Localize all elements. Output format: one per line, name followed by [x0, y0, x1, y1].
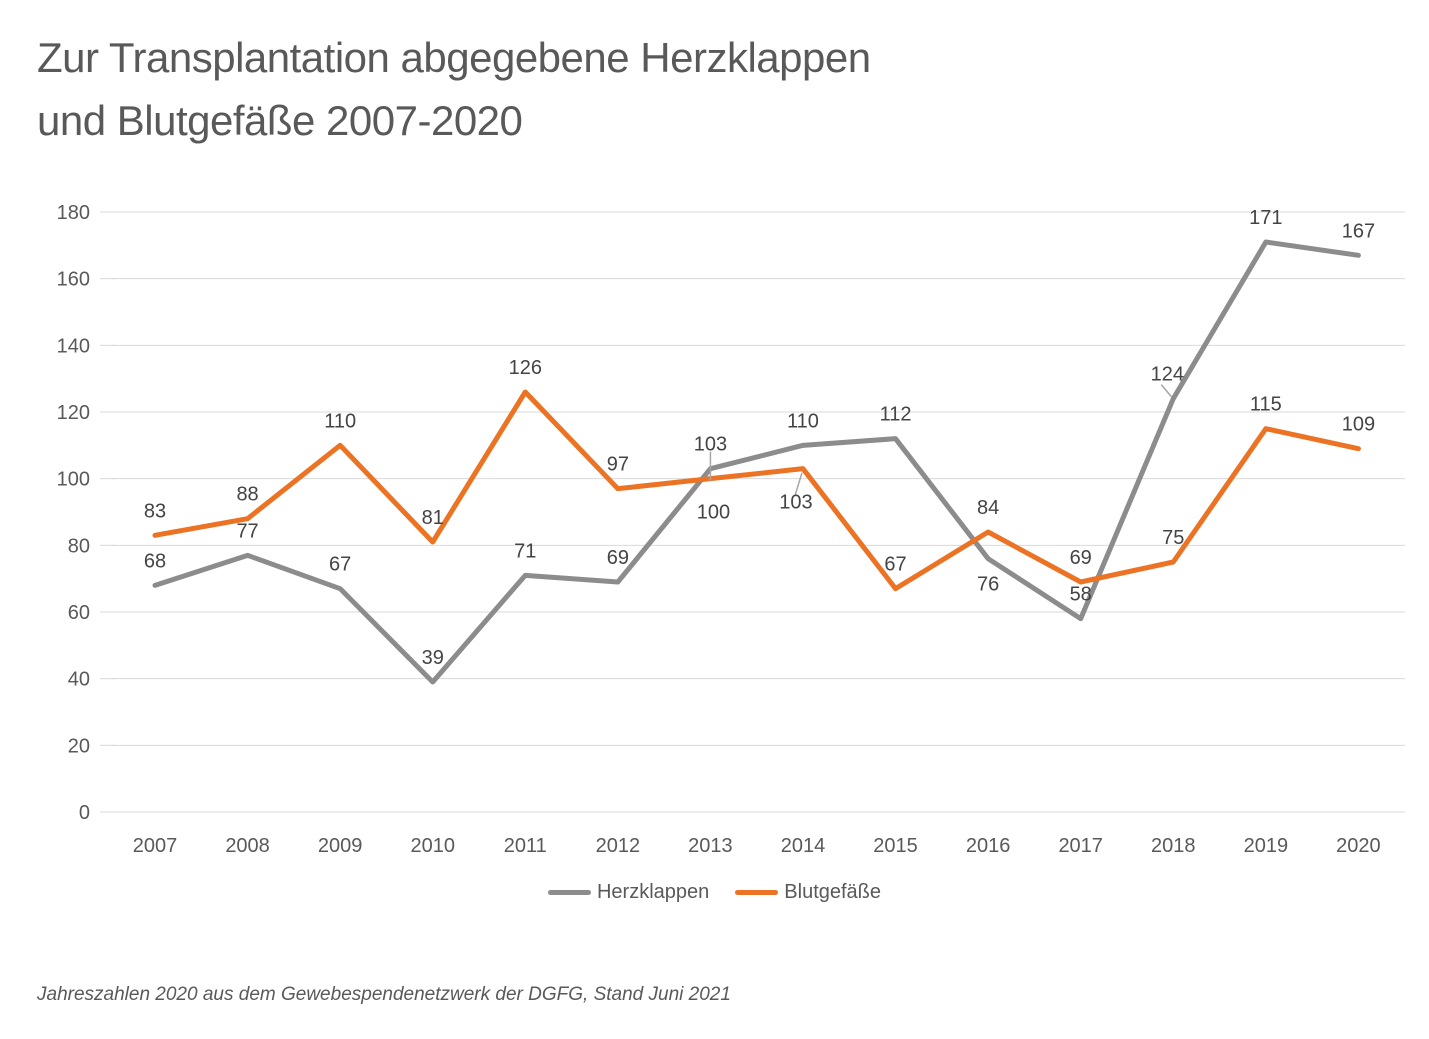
x-axis-label: 2009	[318, 835, 363, 857]
data-label: 75	[1162, 527, 1184, 549]
data-label: 167	[1342, 220, 1375, 242]
data-label: 69	[1070, 547, 1092, 569]
x-axis-label: 2018	[1151, 835, 1196, 857]
legend-label-herzklappen: Herzklappen	[596, 881, 710, 903]
series-line-0	[152, 239, 1361, 685]
x-axis-label: 2011	[504, 835, 547, 857]
data-label: 67	[884, 554, 906, 576]
label-leader-line	[1160, 384, 1172, 398]
data-label: 39	[422, 647, 444, 669]
series-line-1	[152, 389, 1361, 592]
x-axis-label: 2010	[410, 835, 455, 857]
y-axis-label: 180	[57, 202, 90, 224]
chart-title: Zur Transplantation abgegebene Herzklapp…	[37, 26, 871, 152]
data-label: 112	[880, 404, 912, 426]
data-label: 100	[697, 502, 730, 524]
data-label: 69	[607, 547, 629, 569]
data-label: 67	[329, 554, 351, 576]
y-axis-label: 100	[57, 469, 90, 491]
y-axis-label: 120	[57, 402, 90, 424]
x-axis-label: 2015	[873, 835, 918, 857]
y-axis-label: 40	[68, 669, 90, 691]
y-axis-label: 0	[79, 802, 90, 824]
y-axis-label: 80	[68, 535, 90, 557]
chart-legend: Herzklappen Blutgefäße	[0, 881, 1429, 904]
chart-title-line2: und Blutgefäße 2007-2020	[37, 97, 523, 144]
data-label: 103	[779, 492, 812, 514]
data-label: 88	[236, 484, 258, 506]
data-label: 103	[694, 434, 727, 456]
data-label: 84	[977, 497, 999, 519]
data-label: 77	[236, 520, 258, 542]
legend-swatch-herzklappen-icon	[547, 890, 591, 895]
data-label: 110	[787, 410, 819, 432]
label-leader-line	[794, 472, 803, 496]
x-axis-label: 2007	[133, 835, 178, 857]
x-axis-label: 2019	[1244, 835, 1289, 857]
data-label: 71	[514, 540, 536, 562]
data-label: 81	[422, 507, 444, 529]
data-label: 171	[1249, 207, 1282, 229]
legend-item-herzklappen: Herzklappen	[547, 881, 710, 904]
chart-title-line1: Zur Transplantation abgegebene Herzklapp…	[37, 34, 871, 81]
legend-item-blutgefaesse: Blutgefäße	[735, 881, 881, 904]
x-axis-label: 2013	[688, 835, 733, 857]
data-label: 58	[1070, 584, 1092, 606]
data-label: 68	[144, 550, 166, 572]
data-label: 97	[607, 454, 629, 476]
data-label: 115	[1250, 394, 1282, 416]
y-axis-label: 20	[68, 735, 90, 757]
x-axis-label: 2020	[1336, 835, 1381, 857]
source-footnote: Jahreszahlen 2020 aus dem Gewebespendene…	[37, 984, 731, 1005]
legend-label-blutgefaesse: Blutgefäße	[784, 881, 882, 903]
data-label: 109	[1342, 414, 1375, 436]
y-axis-label: 140	[57, 335, 90, 357]
data-label: 76	[977, 574, 999, 596]
x-axis-label: 2008	[225, 835, 270, 857]
data-label: 83	[144, 500, 166, 522]
x-axis-label: 2014	[781, 835, 826, 857]
data-label: 124	[1151, 364, 1184, 386]
x-axis-label: 2017	[1058, 835, 1103, 857]
y-axis-label: 60	[68, 602, 90, 624]
y-axis-label: 160	[57, 269, 90, 291]
x-axis-label: 2016	[966, 835, 1011, 857]
x-axis-label: 2012	[596, 835, 641, 857]
data-label: 110	[324, 410, 356, 432]
legend-swatch-blutgefaesse-icon	[735, 890, 779, 895]
data-label: 126	[509, 357, 542, 379]
